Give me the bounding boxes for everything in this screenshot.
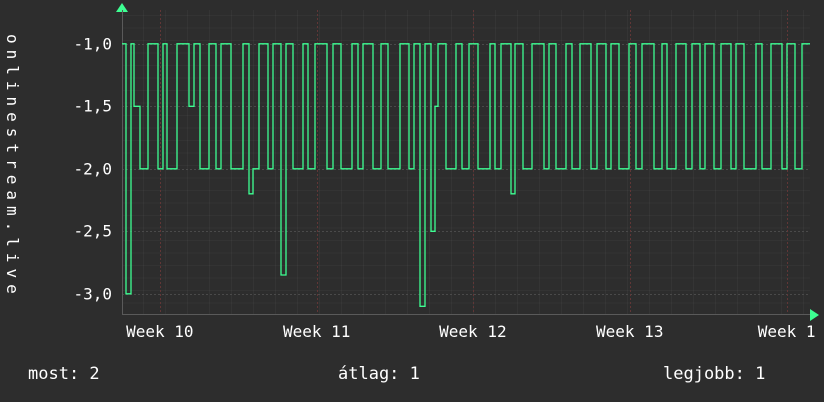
stat-best: legjobb: 1 [663,364,766,384]
x-tick-label: Week 12 [439,322,507,341]
x-tick-label: Week 11 [282,322,351,341]
y-tick-label: -2,0 [73,159,112,179]
y-tick-label: -1,0 [73,34,112,54]
x-tick-label: Week 10 [126,322,194,341]
x-tick-label: Week 1 [757,322,816,341]
y-axis-title: onlinestream.live [3,34,22,300]
axis-lines [122,10,810,315]
x-tick-label: Week 13 [596,322,664,341]
chart-canvas [122,10,810,315]
plot-area [122,10,810,315]
major-gridlines [122,44,810,295]
week-gridlines [160,10,788,315]
y-tick-label: -3,0 [73,284,112,304]
stat-current: most: 2 [28,364,100,384]
y-tick-label: -1,5 [73,96,112,116]
data-series-line [122,43,810,307]
y-axis-arrow-icon [116,3,128,12]
x-axis-arrow-icon [810,309,819,321]
y-tick-label: -2,5 [73,221,112,241]
stat-average: átlag: 1 [338,364,420,384]
